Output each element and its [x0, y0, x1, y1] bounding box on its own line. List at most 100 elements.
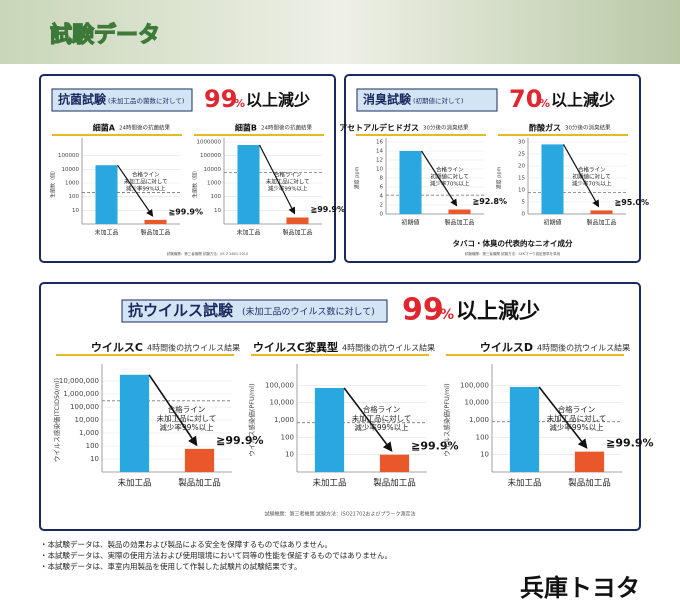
banner-title: 試験データ	[50, 22, 160, 48]
bar	[286, 217, 309, 224]
x-tick-label: 製品加工品	[282, 229, 312, 237]
arrow	[343, 387, 393, 452]
chart-subtitle: 4時間後の抗ウイルス結果	[342, 343, 435, 353]
arrow	[148, 374, 198, 447]
arrow	[258, 144, 296, 215]
y-tick-label: 100,000	[265, 381, 294, 389]
reduction-label: ≧95.0%	[615, 198, 649, 207]
y-tick-label: 4	[380, 194, 384, 200]
pass-label: 減少率70%以上	[572, 180, 612, 188]
y-tick-label: 100	[281, 433, 294, 441]
panel-source: 試験機関：第三者機関 試験方法：JIS Z 2801:2010	[167, 251, 249, 256]
y-tick-label: 30	[518, 140, 525, 146]
panel-title: 消臭試験	[363, 92, 412, 107]
y-axis-label: ウイルス感染価(TCID50/ml)	[52, 378, 61, 462]
y-tick-label: 16	[376, 140, 383, 146]
panel-source: 試験機関：第三者機関 試験方法：ISO21702およびプラーク測定法	[264, 511, 415, 518]
headline-value: 99	[204, 85, 237, 113]
pass-label: 合格ライン	[436, 166, 464, 174]
pass-label: 減少率70%以上	[430, 180, 470, 188]
pass-label: 合格ライン	[274, 171, 302, 179]
y-tick-label: 1000	[65, 181, 79, 187]
y-tick-label: 10	[214, 208, 221, 214]
panel-header	[51, 88, 193, 112]
panel-note: (未加工品の菌数に対して)	[108, 96, 184, 105]
pass-label: 合格ライン	[132, 171, 160, 179]
panel-note: (初期値に対して)	[413, 96, 463, 105]
panel	[344, 74, 641, 263]
y-tick-label: 100	[86, 442, 99, 450]
x-tick-label: 製品加工品	[568, 478, 611, 489]
panel-header	[121, 299, 388, 323]
x-tick-label: 未加工品	[117, 478, 151, 489]
reduction-label: ≧99.9%	[169, 207, 203, 216]
pass-label: 減少率99%以上	[354, 422, 409, 432]
y-tick-label: 10	[72, 208, 79, 214]
reduction-label: ≧99.9%	[411, 440, 458, 453]
headline-value: 70	[509, 85, 542, 113]
chart-title: ウイルスC	[91, 341, 143, 354]
panel-footer: タバコ・体臭の代表的なニオイ成分	[453, 238, 573, 248]
bar	[184, 448, 215, 472]
panel-title: 抗菌試験	[58, 92, 107, 107]
bar	[144, 219, 167, 224]
bar	[314, 388, 345, 472]
y-tick-label: 100	[476, 433, 489, 441]
x-tick-label: 未加工品	[236, 229, 260, 237]
y-tick-label: 1,000	[469, 416, 489, 424]
chart-title: 酢酸ガス	[529, 123, 561, 133]
footnote: ・本試験データは、製品の効果および製品による安全を保障するものではありません。	[40, 539, 332, 549]
x-tick-label: 未加工品	[94, 229, 118, 237]
headline-unit: %	[539, 97, 550, 110]
x-tick-label: 未加工品	[507, 478, 541, 489]
pass-label: 初期値に対して	[573, 173, 611, 181]
y-tick-label: 10000	[204, 167, 222, 173]
chart-subtitle: 24時間後の抗菌結果	[119, 124, 170, 132]
y-tick-label: 10	[90, 455, 99, 463]
chart-title: ウイルスD	[480, 341, 533, 354]
bar	[237, 145, 260, 224]
footnote: ・本試験データは、実際の使用方法および使用環境において同等の性能を保証するもので…	[40, 550, 392, 560]
pass-label: 減少率99%以上	[549, 422, 604, 432]
arrow	[117, 164, 154, 217]
pass-label: 未加工品に対して	[266, 178, 310, 186]
chart-title: アセトアルデヒドガス	[339, 123, 419, 133]
chart-title: 細菌B	[235, 123, 257, 133]
bar	[379, 454, 410, 472]
banner	[0, 0, 680, 64]
pass-label: 未加工品に対して	[352, 413, 412, 423]
footnote: ・本試験データは、車室内用製品を使用して作製した試験片の試験結果です。	[40, 561, 302, 571]
y-axis-label: 生菌数（個）	[192, 168, 199, 198]
y-tick-label: 10,000	[465, 399, 490, 407]
x-tick-label: 製品加工品	[586, 219, 616, 227]
chart-subtitle: 30分後の消臭結果	[423, 124, 469, 132]
bar	[119, 374, 150, 472]
pass-label: 未加工品に対して	[547, 413, 607, 423]
y-tick-label: 25	[518, 152, 525, 158]
headline-value: 99	[402, 293, 444, 328]
y-tick-label: 15	[518, 176, 525, 182]
headline-unit: %	[234, 97, 245, 110]
y-tick-label: 10000	[62, 167, 80, 173]
x-tick-label: 製品加工品	[444, 219, 474, 227]
reduction-label: ≧99.9%	[606, 437, 653, 450]
y-tick-label: 10	[376, 167, 383, 173]
y-tick-label: 8	[380, 176, 384, 182]
pass-label: 未加工品に対して	[157, 413, 217, 423]
bar	[509, 387, 540, 472]
chart-title: ウイルスC変異型	[253, 340, 338, 354]
pass-label: 減少率99%以上	[159, 422, 214, 432]
y-tick-label: 100000	[200, 153, 221, 159]
chart-subtitle: 24時間後の抗菌結果	[261, 124, 312, 132]
chart-subtitle: 4時間後の抗ウイルス結果	[147, 343, 240, 353]
y-tick-label: 1,000	[274, 416, 294, 424]
chart-title: 細菌A	[93, 123, 116, 133]
y-tick-label: 1000	[207, 181, 221, 187]
x-tick-label: 未加工品	[312, 478, 346, 489]
headline-text: 以上減少	[246, 91, 310, 110]
x-tick-label: 初期値	[543, 219, 561, 227]
reduction-label: ≧99.9%	[311, 205, 345, 214]
arrow	[538, 386, 588, 449]
